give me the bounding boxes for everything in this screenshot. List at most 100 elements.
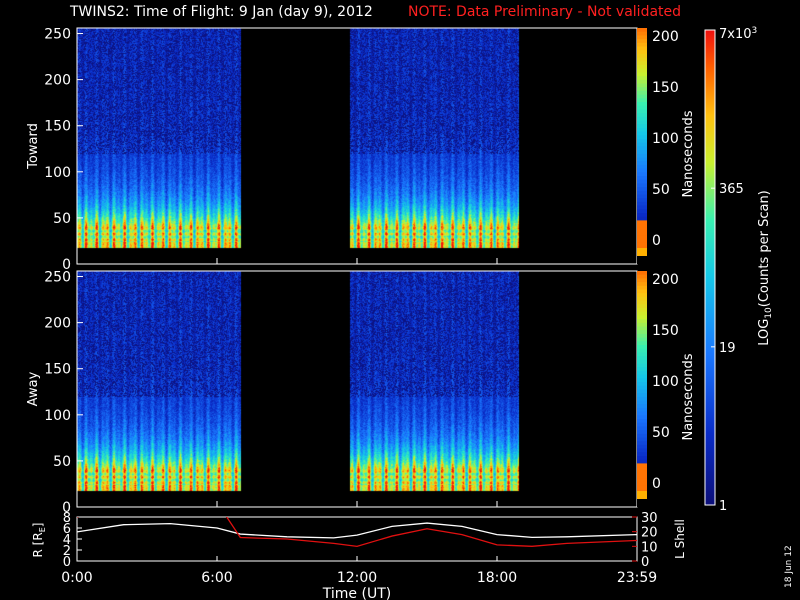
ns-strip-cell bbox=[637, 481, 647, 487]
ns-strip-cell bbox=[637, 53, 647, 59]
colorbar-label-suffix: (Counts per Scan) bbox=[757, 190, 772, 307]
ns-strip-cell bbox=[637, 448, 647, 454]
ns-strip-cell bbox=[637, 124, 647, 130]
lshell-axis-label: L Shell bbox=[673, 519, 687, 559]
ns-strip-cell bbox=[637, 116, 647, 122]
series-lshell-line bbox=[77, 517, 637, 547]
ns-strip-cell bbox=[637, 187, 647, 193]
r-tick-label: 8 bbox=[63, 511, 71, 526]
ns-strip-cell bbox=[637, 444, 647, 450]
ns-strip-cell bbox=[637, 393, 647, 399]
ns-strip-cell bbox=[637, 463, 647, 469]
xtick-label: 23:59 bbox=[617, 570, 657, 586]
ns-strip-cell bbox=[637, 433, 647, 439]
r-tick-label: 2 bbox=[63, 544, 71, 559]
ns-strip-cell bbox=[637, 50, 647, 56]
ns-strip-cell bbox=[637, 102, 647, 107]
ns-strip-cell bbox=[637, 139, 647, 144]
ns-strip-cell bbox=[637, 374, 647, 380]
ns-strip-cell bbox=[637, 31, 647, 37]
ns-strip-cell bbox=[637, 135, 647, 141]
ns-strip-cell bbox=[637, 161, 647, 167]
series-r-line bbox=[77, 522, 637, 539]
ns-strip-cell bbox=[637, 352, 647, 358]
ns-strip-cell bbox=[637, 285, 647, 291]
ns-strip-cell bbox=[637, 72, 647, 78]
ns-strip-cell bbox=[637, 190, 647, 196]
ns-tick-label-toward: 100 bbox=[652, 131, 679, 147]
colorbar-tick-main: 19 bbox=[719, 341, 736, 356]
ytick-label-away: 250 bbox=[44, 270, 71, 286]
ns-tick-label-away: 50 bbox=[652, 425, 670, 441]
ns-tick-label-toward: 150 bbox=[652, 80, 679, 96]
ns-strip-cell bbox=[637, 131, 647, 137]
ns-strip-cell bbox=[637, 120, 647, 126]
ytick-label-toward: 100 bbox=[44, 165, 71, 181]
ns-strip-cell bbox=[637, 282, 647, 288]
ns-strip-cell bbox=[637, 341, 647, 347]
ns-strip-cell bbox=[637, 227, 647, 233]
ns-strip-cell bbox=[637, 68, 647, 74]
ns-tick-label-toward: 50 bbox=[652, 182, 670, 198]
ytick-label-toward: 0 bbox=[62, 257, 71, 273]
ns-strip-cell bbox=[637, 153, 647, 159]
ns-strip-cell bbox=[637, 319, 647, 325]
ns-strip-cell bbox=[637, 65, 647, 70]
ns-strip-cell bbox=[637, 198, 647, 204]
colorbar-label-prefix: LOG bbox=[757, 319, 772, 346]
ns-strip-cell bbox=[637, 150, 647, 156]
colorbar-tick-label: 7x103 bbox=[719, 26, 757, 42]
ns-tick-label-toward: 200 bbox=[652, 29, 679, 45]
ytick-label-away: 100 bbox=[44, 408, 71, 424]
ns-strip-cell bbox=[637, 419, 647, 424]
colorbar-tick-sup: 3 bbox=[752, 26, 758, 36]
ns-strip-cell bbox=[637, 183, 647, 189]
colorbar-tick-main: 7x10 bbox=[719, 27, 752, 42]
ns-strip-cell bbox=[637, 311, 647, 317]
ns-strip-cell bbox=[637, 256, 647, 264]
ns-strip-cell bbox=[637, 474, 647, 480]
ns-strip-cell bbox=[637, 467, 647, 473]
ns-tick-label-away: 150 bbox=[652, 323, 679, 339]
r-axis-label: R [RE] bbox=[31, 523, 47, 558]
colorbar-tick-label: 365 bbox=[719, 182, 744, 197]
ytick-label-toward: 150 bbox=[44, 119, 71, 135]
ns-strip-cell bbox=[637, 370, 647, 376]
ns-strip-cell bbox=[637, 238, 647, 244]
ns-strip-cell bbox=[637, 242, 647, 248]
ns-strip-cell bbox=[637, 345, 647, 350]
lshell-tick-label: 30 bbox=[641, 511, 658, 526]
ns-strip-cell bbox=[637, 422, 647, 428]
date-stamp: 18 Jun 12 bbox=[784, 545, 794, 588]
ns-strip-cell bbox=[637, 426, 647, 432]
ytick-label-away: 0 bbox=[62, 500, 71, 516]
ns-strip-cell bbox=[637, 459, 647, 465]
ns-strip-cell bbox=[637, 452, 647, 458]
ns-axis-label-away: Nanoseconds bbox=[681, 353, 696, 440]
preliminary-note: NOTE: Data Preliminary - Not validated bbox=[408, 4, 682, 20]
ns-strip-cell bbox=[637, 179, 647, 185]
ns-strip-cell bbox=[637, 363, 647, 369]
ns-strip-cell bbox=[637, 57, 647, 63]
ns-strip-cell bbox=[637, 87, 647, 93]
ns-strip-cell bbox=[637, 415, 647, 421]
ns-strip-away bbox=[637, 271, 647, 507]
ns-strip-cell bbox=[637, 146, 647, 152]
r-axis-label-main: R [R bbox=[31, 532, 45, 557]
lshell-tick-label: 20 bbox=[641, 526, 658, 541]
ns-strip-cell bbox=[637, 79, 647, 85]
xtick-label: 0:00 bbox=[61, 570, 92, 586]
ns-strip-cell bbox=[637, 389, 647, 395]
ns-strip-cell bbox=[637, 430, 647, 436]
ns-tick-label-away: 100 bbox=[652, 374, 679, 390]
panel-ylabel-away: Away bbox=[26, 371, 41, 406]
ns-strip-cell bbox=[637, 348, 647, 354]
ns-strip-cell bbox=[637, 113, 647, 119]
ns-strip-toward bbox=[637, 28, 647, 264]
ns-strip-cell bbox=[637, 356, 647, 362]
ns-strip-cell bbox=[637, 330, 647, 336]
colorbar: 1 19 365 7x103 LOG10(Counts per Scan) bbox=[704, 26, 774, 514]
ytick-label-toward: 200 bbox=[44, 73, 71, 89]
ns-strip-cell bbox=[637, 296, 647, 302]
